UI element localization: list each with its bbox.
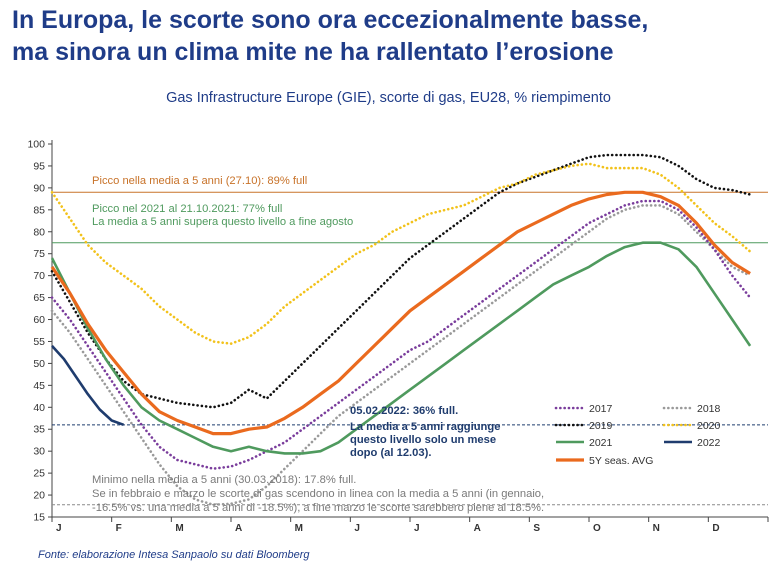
y-tick-label: 20 [33,490,45,502]
legend-label: 5Y seas. AVG [589,455,653,467]
annotation-min-line1: Minimo nella media a 5 anni (30.03.2018)… [92,474,356,486]
annotation-current-line2: La media a 5 anni raggiunge [350,421,500,433]
x-tick-label: M [175,523,183,534]
x-tick-label: D [712,523,719,534]
y-tick-label: 90 [33,182,45,194]
legend-label: 2022 [697,437,721,449]
chart-axes: 15 20 25 30 35 40 45 50 55 60 65 70 75 80 85 90 95 100 J F M… [27,139,769,534]
series-line-2019 [50,153,752,409]
series-line-2017 [50,199,752,471]
source-note: Fonte: elaborazione Intesa Sanpaolo su d… [38,549,310,561]
legend-label: 2018 [697,403,721,415]
y-tick-label: 50 [33,358,45,370]
x-tick-label: N [653,523,660,534]
annotation-min-line2: Se in febbraio e marzo le scorte di gas … [92,488,544,500]
legend-label: 2017 [589,403,613,415]
annotation-current-line3: questo livello solo un mese [350,434,496,446]
chart-annotations: Picco nella media a 5 anni (27.10): 89% … [92,175,544,514]
chart-legend: 2017 2018 2019 2020 2021 2022 5Y seas. AVG [554,403,721,467]
x-tick-label: J [414,523,420,534]
x-tick-label: A [235,523,242,534]
y-tick-label: 30 [33,446,45,458]
chart-series [50,153,752,507]
title-line-1: In Europa, le scorte sono ora eccezional… [12,6,649,34]
y-tick-label: 80 [33,226,45,238]
y-tick-label: 75 [33,248,45,260]
y-tick-label: 25 [33,468,45,480]
legend-label: 2021 [589,437,613,449]
series-line-2021 [50,241,752,455]
y-tick-label: 45 [33,380,45,392]
x-tick-label: O [593,523,601,534]
x-tick-label: J [56,523,62,534]
annotation-peak-2021-line1: Picco nel 2021 al 21.10.2021: 77% full [92,203,282,215]
series-line-2022 [51,345,125,427]
annotation-min-line3: -16.5% vs. una media a 5 anni di -18.5%)… [92,502,544,514]
y-tick-label: 35 [33,424,45,436]
y-tick-label: 70 [33,270,45,282]
annotation-peak-2021-line2: La media a 5 anni supera questo livello … [92,216,353,228]
title-line-2: ma sinora un clima mite ne ha rallentato… [12,38,614,66]
x-tick-label: J [354,523,360,534]
y-tick-label: 65 [33,292,45,304]
annotation-current-line1: 05.02.2022: 36% full. [350,405,458,417]
y-tick-label: 100 [27,139,45,151]
x-tick-label: S [533,523,540,534]
series-line-5y-seas-avg [50,190,751,436]
annotation-peak-avg: Picco nella media a 5 anni (27.10): 89% … [92,175,307,187]
series-line-2020 [50,162,752,346]
legend-label: 2019 [589,420,613,432]
page-title: In Europa, le scorte sono ora eccezional… [12,4,772,68]
x-tick-label: M [295,523,303,534]
x-tick-label: A [474,523,481,534]
y-tick-label: 55 [33,336,45,348]
y-tick-label: 15 [33,512,45,524]
series-line-2018 [50,204,752,507]
x-tick-label: F [116,523,122,534]
legend-label: 2020 [697,420,721,432]
y-tick-label: 60 [33,314,45,326]
chart-subtitle: Gas Infrastructure Europe (GIE), scorte … [166,90,611,106]
y-tick-label: 95 [33,160,45,172]
y-tick-label: 85 [33,204,45,216]
y-tick-label: 40 [33,402,45,414]
annotation-current-line4: dopo (al 12.03). [350,447,431,459]
